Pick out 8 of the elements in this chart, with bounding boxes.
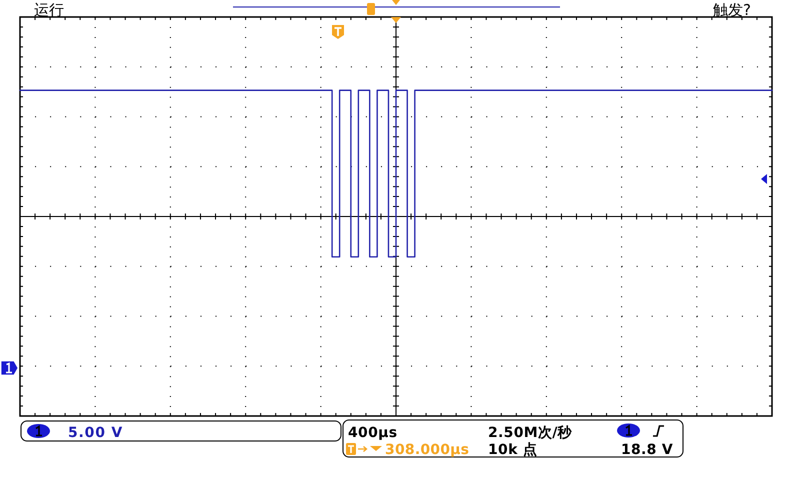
text: 308.000µs: [385, 442, 470, 458]
text: 10k 点: [488, 442, 538, 458]
text: 触发?: [713, 1, 751, 19]
text: 400µs: [348, 425, 398, 441]
text: 2.50M次/秒: [488, 425, 573, 441]
text: 18.8 V: [620, 442, 673, 458]
text: 5.00 V: [68, 425, 124, 441]
text: 运行: [34, 1, 64, 19]
